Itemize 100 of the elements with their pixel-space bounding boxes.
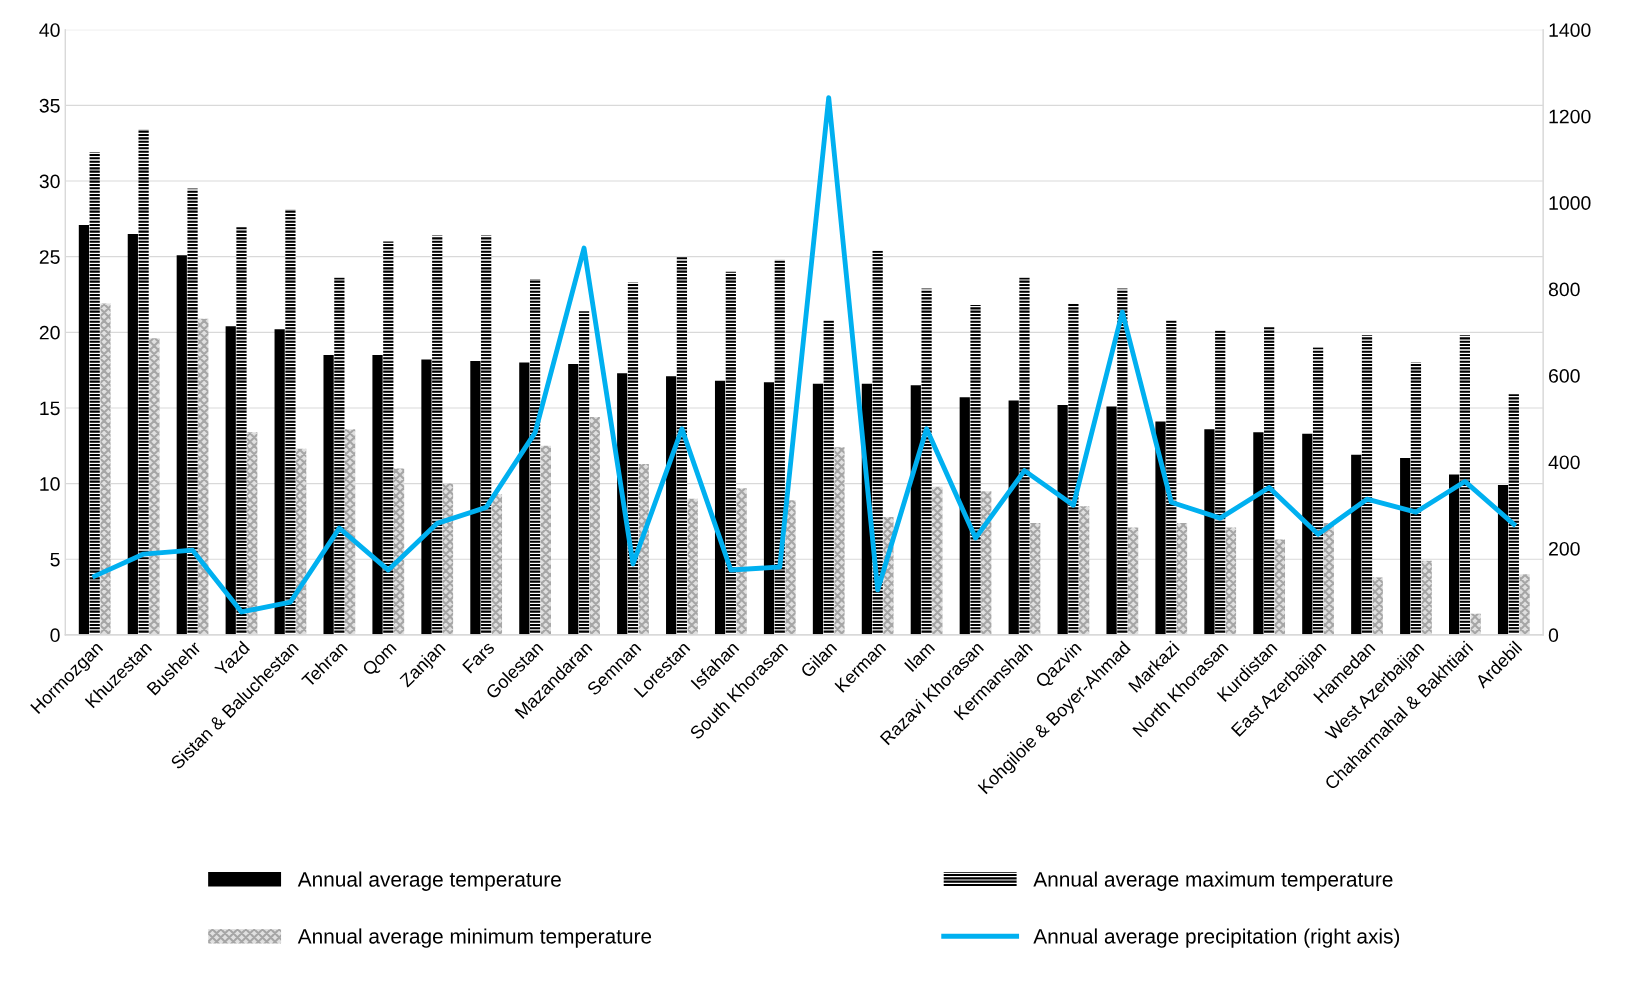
- bar: [100, 303, 111, 635]
- y-tick-label: 15: [40, 401, 60, 416]
- y-tick-label: 20: [39, 325, 60, 340]
- bar: [127, 233, 138, 635]
- bar: [1253, 432, 1264, 635]
- y2-tick-label: 1200: [1549, 109, 1591, 124]
- legend-label: Annual average maximum temperature: [1033, 871, 1393, 891]
- bar: [676, 256, 688, 635]
- bar: [1519, 574, 1530, 635]
- bar: [78, 224, 90, 635]
- bar: [421, 359, 432, 635]
- bar: [725, 271, 736, 635]
- legend-label: Annual average precipitation (right axis): [1033, 928, 1400, 948]
- bar: [910, 385, 921, 635]
- bar: [138, 129, 149, 635]
- bar: [345, 429, 356, 635]
- y-tick-label: 35: [39, 98, 60, 113]
- y-tick-label: 10: [40, 477, 60, 491]
- y2-tick-label: 200: [1549, 541, 1580, 556]
- bar: [1166, 320, 1177, 635]
- bar: [236, 226, 247, 635]
- bar: [274, 329, 285, 635]
- bar: [442, 483, 454, 635]
- bar: [1215, 330, 1226, 635]
- bar: [666, 376, 677, 635]
- bar: [1421, 560, 1432, 635]
- bar: [1302, 433, 1313, 635]
- bar: [1449, 474, 1460, 635]
- bar: [959, 397, 970, 635]
- y2-tick-label: 600: [1549, 369, 1580, 383]
- bar: [540, 445, 551, 635]
- bar: [1106, 406, 1117, 635]
- bar: [1497, 485, 1509, 635]
- y2-tick-label: 400: [1548, 455, 1580, 470]
- bar: [1068, 303, 1079, 635]
- bar: [812, 383, 824, 635]
- bar: [1264, 326, 1275, 635]
- y-tick-label: 5: [50, 552, 60, 567]
- bar: [1372, 577, 1383, 635]
- bar: [334, 277, 345, 635]
- bar: [372, 355, 383, 635]
- bar: [225, 326, 236, 635]
- bar: [1400, 457, 1411, 635]
- bar: [921, 288, 932, 635]
- bar: [1459, 335, 1470, 635]
- bar: [568, 364, 579, 635]
- bar: [932, 486, 943, 635]
- y2-tick-label: 800: [1548, 282, 1580, 297]
- bar: [1410, 362, 1422, 635]
- bar: [89, 152, 100, 635]
- bar: [1470, 613, 1481, 635]
- y-tick-label: 0: [50, 628, 60, 643]
- bar: [1127, 527, 1139, 635]
- legend-label: Annual average temperature: [297, 871, 561, 891]
- bar: [1117, 288, 1128, 635]
- bar: [1008, 400, 1019, 635]
- bar: [176, 255, 187, 635]
- bar: [432, 235, 443, 635]
- bar: [519, 362, 530, 635]
- bar: [1057, 404, 1068, 635]
- bar: [383, 241, 394, 635]
- bar: [981, 491, 992, 635]
- bar: [247, 432, 258, 635]
- bar: [763, 382, 775, 635]
- bar: [1019, 277, 1030, 635]
- bar: [1312, 347, 1324, 635]
- bar: [1030, 522, 1041, 635]
- bar: [1204, 429, 1215, 635]
- bar: [627, 282, 639, 635]
- line-series: [92, 95, 1517, 615]
- y-tick-label: 25: [39, 250, 60, 264]
- bar: [1176, 522, 1188, 635]
- bar: [578, 311, 590, 635]
- bar: [714, 380, 726, 635]
- bar: [1225, 527, 1237, 635]
- x-tick-label: Qom: [361, 640, 400, 679]
- bar: [1508, 394, 1519, 635]
- bar: [187, 188, 198, 635]
- bar: [296, 448, 307, 635]
- bar: [1274, 539, 1286, 635]
- bar: [774, 259, 785, 635]
- bar: [323, 355, 334, 635]
- bar: [470, 361, 481, 635]
- bar: [1079, 506, 1090, 635]
- bar: [481, 235, 492, 635]
- bar: [687, 498, 698, 635]
- bar: [970, 305, 981, 635]
- bar: [1351, 454, 1362, 635]
- bar: [1361, 335, 1373, 635]
- y-tick-label: 40: [39, 23, 60, 37]
- bar: [872, 250, 883, 635]
- bar: [823, 320, 834, 635]
- bar: [198, 318, 209, 635]
- bar: [736, 488, 747, 635]
- bar: [785, 500, 796, 635]
- bar: [1155, 421, 1166, 635]
- bar: [1323, 522, 1334, 635]
- bar: [285, 209, 296, 635]
- bar: [834, 447, 845, 635]
- bar: [491, 494, 503, 635]
